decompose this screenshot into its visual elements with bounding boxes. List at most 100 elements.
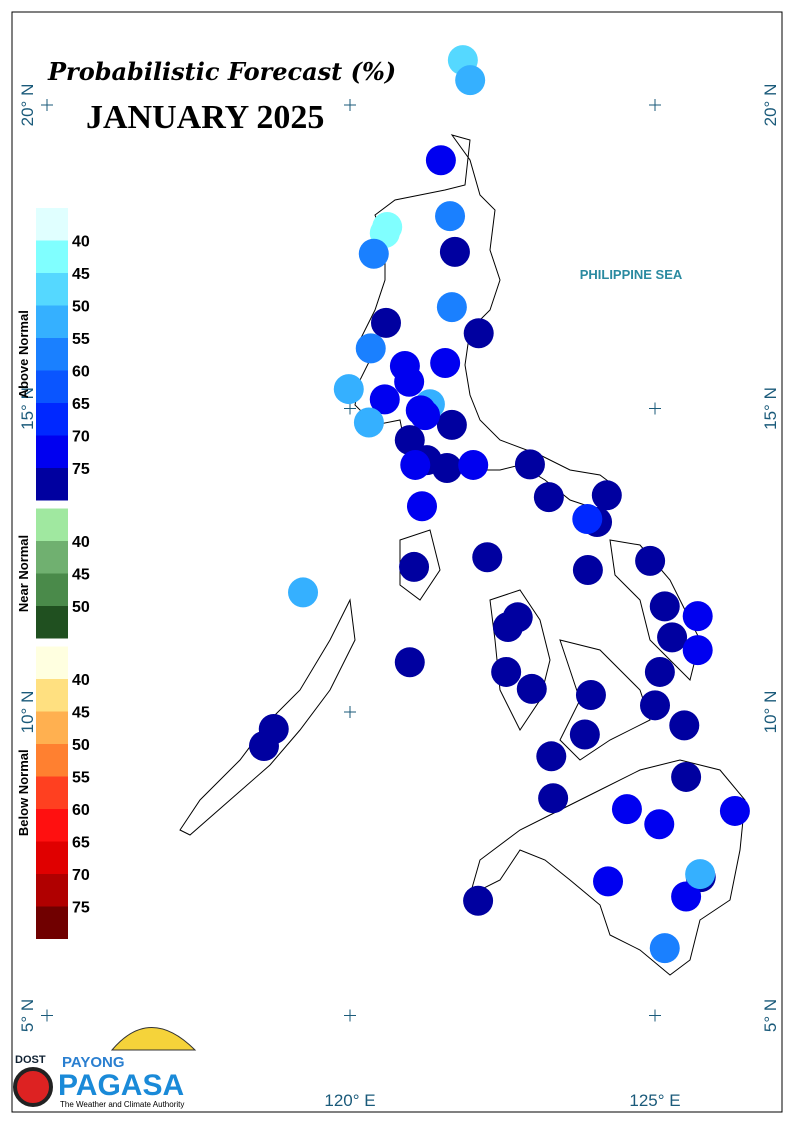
station	[591, 480, 622, 511]
station	[611, 794, 642, 825]
grid-cross	[344, 402, 356, 415]
lat-label-left: 5° N	[18, 999, 37, 1032]
station	[399, 551, 430, 582]
legend-tick-label: 40	[72, 672, 90, 689]
brand-top: PAYONG	[62, 1054, 125, 1071]
station	[472, 542, 503, 573]
lon-label: 120° E	[324, 1091, 375, 1110]
map-title: Probabilistic Forecast (%)	[47, 57, 396, 86]
lat-label-left: 15° N	[18, 387, 37, 430]
station	[333, 374, 364, 405]
station	[394, 366, 425, 397]
legend-title: Below Normal	[16, 749, 31, 836]
legend-tick-label: 70	[72, 429, 90, 446]
legend-tick-label: 45	[72, 705, 90, 722]
legend-swatch	[36, 468, 68, 501]
station	[682, 635, 713, 666]
station	[685, 859, 716, 890]
legend-swatch	[36, 744, 68, 777]
station	[425, 145, 456, 176]
grid-cross	[344, 99, 356, 111]
station	[536, 741, 567, 772]
station	[593, 866, 624, 897]
legend-tick-label: 60	[72, 364, 90, 381]
station	[463, 885, 494, 916]
legend-swatch	[36, 646, 68, 679]
legend-swatch	[36, 208, 68, 241]
station	[569, 719, 600, 750]
station	[436, 292, 467, 323]
station	[455, 65, 486, 96]
legend-tick-label: 50	[72, 299, 90, 316]
station	[719, 795, 750, 826]
legend-tick-label: 50	[72, 737, 90, 754]
lat-label-right: 10° N	[761, 691, 780, 734]
legend-title: Near Normal	[16, 535, 31, 612]
agency: DOST	[15, 1054, 46, 1066]
station	[669, 710, 700, 741]
legend-tick-label: 40	[72, 534, 90, 551]
grid-cross	[344, 1009, 356, 1022]
station	[538, 783, 569, 814]
legend-swatch	[36, 338, 68, 371]
grid-cross	[649, 1009, 661, 1022]
legend-swatch	[36, 305, 68, 338]
station	[248, 730, 279, 761]
legend-tick-label: 55	[72, 770, 90, 787]
grid-cross	[649, 402, 661, 415]
station	[353, 407, 384, 438]
station	[288, 577, 319, 608]
legend-swatch	[36, 273, 68, 306]
station	[355, 333, 386, 364]
grid-cross	[41, 1009, 53, 1022]
station	[436, 409, 467, 440]
station	[369, 384, 400, 415]
tagline: The Weather and Climate Authority	[60, 1100, 184, 1109]
lat-label-right: 15° N	[761, 387, 780, 430]
station	[649, 933, 680, 964]
legend-swatch	[36, 841, 68, 874]
legend-swatch	[36, 711, 68, 744]
grid-cross	[344, 706, 356, 718]
legend-title: Above Normal	[16, 310, 31, 398]
legend-swatch	[36, 606, 68, 639]
station	[439, 236, 470, 267]
legend-tick-label: 45	[72, 266, 90, 283]
legend-swatch	[36, 776, 68, 809]
station	[492, 612, 523, 643]
station	[358, 238, 389, 269]
station	[370, 307, 401, 338]
station	[435, 201, 466, 232]
station	[572, 554, 603, 585]
map-subtitle: JANUARY 2025	[86, 99, 324, 136]
station	[394, 647, 425, 678]
legend-swatch	[36, 679, 68, 712]
legend-tick-label: 40	[72, 234, 90, 251]
station	[572, 503, 603, 534]
station	[635, 545, 666, 576]
station	[394, 425, 425, 456]
legend-swatch	[36, 403, 68, 436]
grid-cross	[649, 99, 661, 111]
logo: DOST PAYONG PAGASA The Weather and Clima…	[13, 1027, 197, 1109]
station	[657, 622, 688, 653]
legend-tick-label: 70	[72, 867, 90, 884]
legend-swatch	[36, 906, 68, 939]
station	[682, 601, 713, 632]
station	[406, 491, 437, 522]
umbrella-icon	[110, 1027, 197, 1051]
station	[533, 482, 564, 513]
station	[430, 347, 461, 378]
station	[644, 809, 675, 840]
station	[671, 881, 702, 912]
station	[491, 656, 522, 687]
legend-swatch	[36, 573, 68, 606]
sea-label: PHILIPPINE SEA	[580, 267, 683, 282]
lat-label-left: 20° N	[18, 84, 37, 127]
legend-swatch	[36, 370, 68, 403]
station	[514, 449, 545, 480]
legend-tick-label: 60	[72, 802, 90, 819]
legend-swatch	[36, 508, 68, 541]
legend-tick-label: 50	[72, 599, 90, 616]
